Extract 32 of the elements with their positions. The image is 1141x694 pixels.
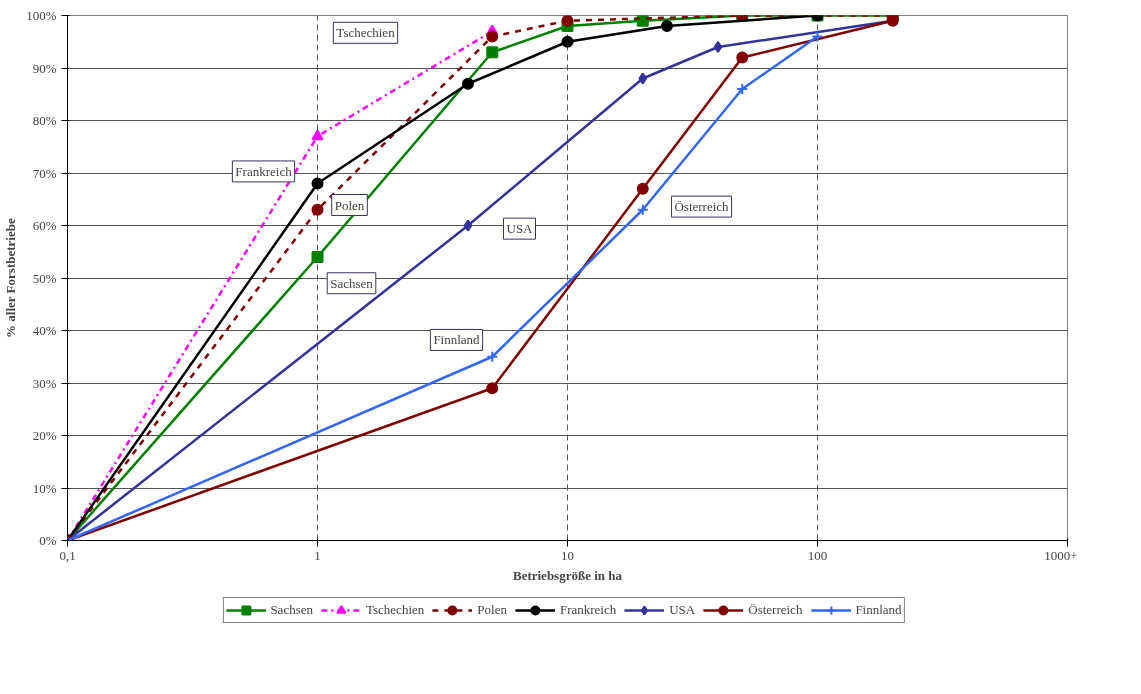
y-tick-label: 60% [32, 218, 57, 233]
y-tick-label: 80% [32, 113, 57, 128]
y-tick-label: 30% [32, 375, 57, 391]
y-tick-label: 0% [39, 533, 57, 548]
x-tick-label: 0,1 [59, 547, 76, 563]
annotation: Frankreich [235, 163, 293, 179]
annotation: Tschechien [336, 25, 396, 41]
legend-label: Tschechien [365, 602, 425, 618]
y-tick-label: 70% [32, 165, 57, 181]
legend-label: Österreich [748, 602, 803, 618]
x-tick-label: 1 [314, 547, 321, 563]
x-tick-label: 10 [561, 547, 574, 563]
y-tick-label: 90% [32, 60, 57, 76]
y-tick-label: 20% [32, 428, 57, 443]
annotation: USA [506, 221, 534, 237]
legend-label: Polen [477, 602, 507, 618]
legend-label: Frankreich [559, 602, 617, 618]
legend-label: Finnland [855, 602, 902, 618]
legend-label: USA [669, 602, 696, 618]
x-tick-label: 100 [807, 547, 828, 563]
y-axis-title: % aller Forstbetriebe [3, 218, 19, 338]
annotation: Finnland [433, 332, 481, 348]
legend-label: Sachsen [270, 602, 313, 618]
annotation: Sachsen [330, 275, 374, 291]
annotation: Österreich [674, 199, 730, 215]
y-tick-label: 50% [32, 270, 57, 286]
y-tick-label: 10% [32, 480, 57, 496]
y-tick-label: 100% [26, 8, 57, 23]
x-tick-label: 1000+ [1044, 547, 1078, 563]
x-axis-title: Betriebsgröße in ha [512, 567, 623, 583]
annotation: Polen [334, 197, 365, 213]
y-tick-label: 40% [32, 323, 57, 338]
